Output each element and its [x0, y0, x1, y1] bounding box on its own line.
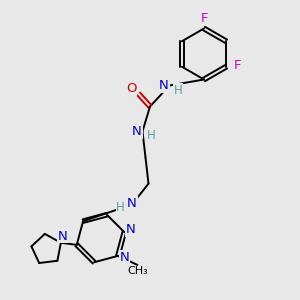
Text: N: N: [126, 223, 136, 236]
Text: H: H: [173, 83, 182, 97]
Text: H: H: [116, 201, 125, 214]
Text: O: O: [126, 82, 136, 95]
Text: N: N: [58, 230, 67, 243]
Text: CH₃: CH₃: [127, 266, 148, 277]
Text: H: H: [146, 129, 155, 142]
Text: N: N: [127, 196, 137, 210]
Text: N: N: [159, 79, 169, 92]
Text: N: N: [120, 251, 129, 264]
Text: F: F: [234, 59, 241, 72]
Text: N: N: [132, 125, 142, 138]
Text: F: F: [200, 12, 208, 26]
